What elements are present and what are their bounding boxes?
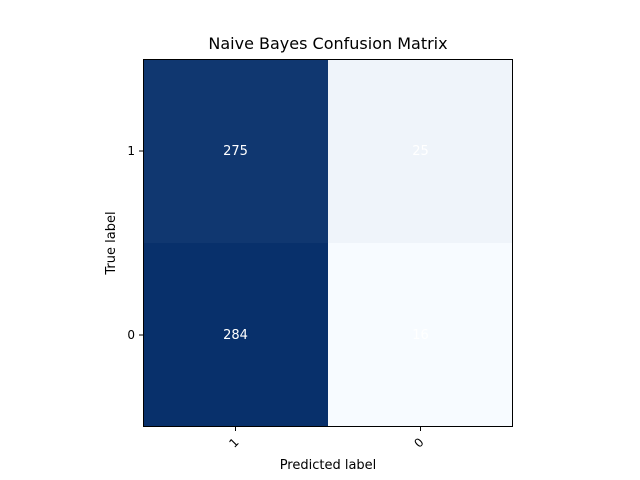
cell-value-label-0-1: 25 (412, 144, 429, 159)
y-tick-label-1: 0 (127, 328, 135, 342)
y-axis-label: True label (104, 211, 119, 275)
y-tick-label-0: 1 (127, 144, 135, 158)
heatmap-cells (143, 59, 513, 427)
cell-value-labels: 275 25 284 16 (223, 144, 429, 343)
x-axis-label: Predicted label (280, 458, 377, 473)
y-axis-ticks: 10 (127, 144, 143, 342)
heatmap-cell-1-1 (328, 243, 513, 427)
cell-value-label-0-0: 275 (223, 144, 248, 159)
heatmap-cell-1-0 (143, 243, 328, 427)
plot-frame (143, 59, 513, 427)
heatmap-cell-0-0 (143, 59, 328, 243)
heatmap-cell-0-1 (328, 59, 513, 243)
cell-value-label-1-0: 284 (223, 328, 248, 343)
chart-title: Naive Bayes Confusion Matrix (208, 34, 447, 53)
cell-value-label-1-1: 16 (412, 328, 429, 343)
